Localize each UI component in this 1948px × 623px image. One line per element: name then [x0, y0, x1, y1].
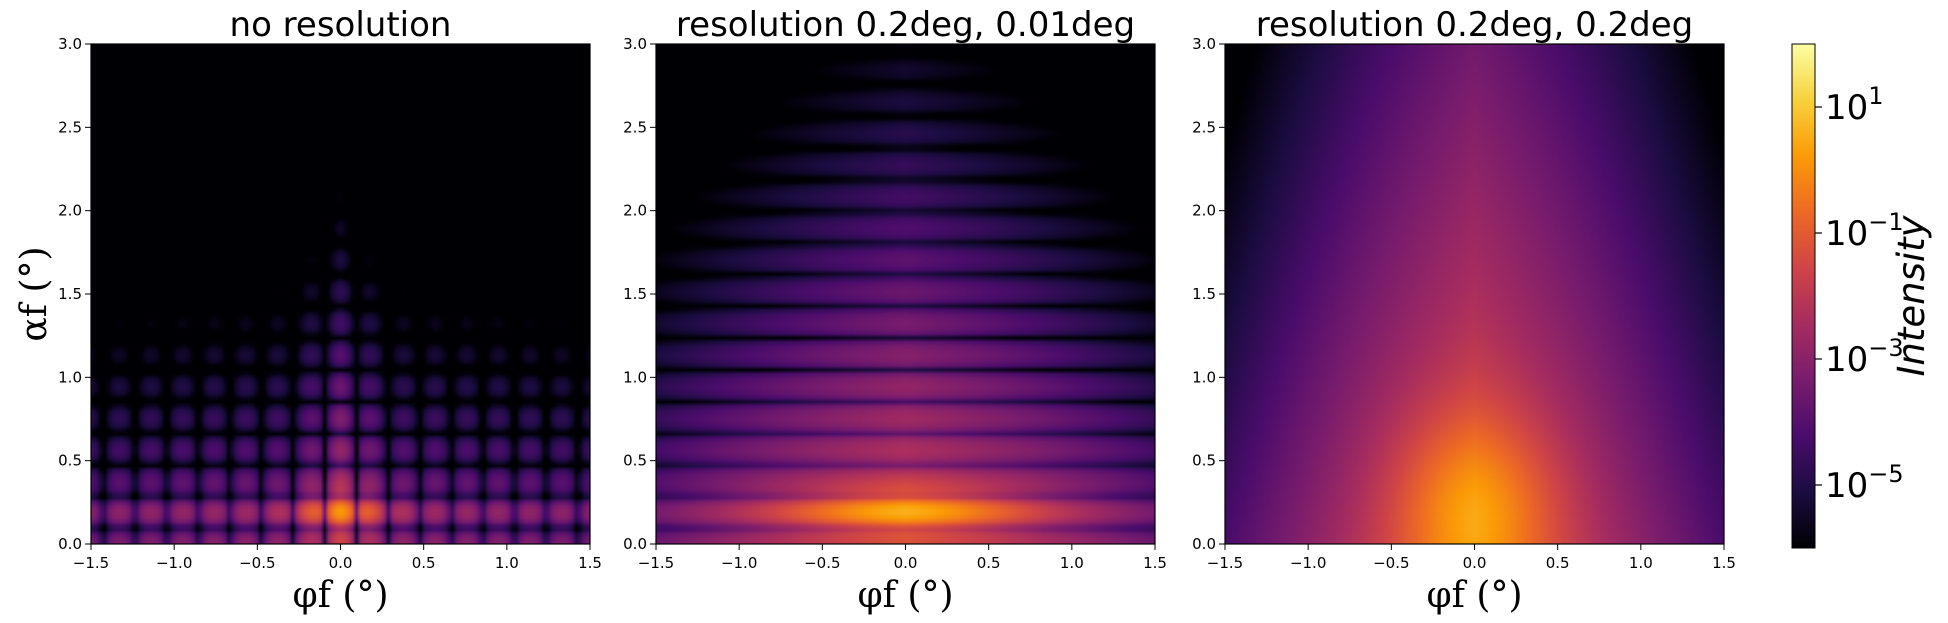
heatmap-panel-1: no resolution −1.5 −1.0 −0.5 0.0 0.5 1.0 1.5 0.0…	[14, 5, 602, 616]
y-tick-label: 1.0	[58, 368, 82, 386]
panel-title: resolution 0.2deg, 0.2deg	[1256, 5, 1694, 45]
x-axis-label: φf (°)	[1426, 575, 1522, 616]
x-tick-label: 0.5	[977, 554, 1001, 572]
x-tick-label: −0.5	[1373, 554, 1409, 572]
x-tick-label: 0.0	[1463, 554, 1487, 572]
panel-title: no resolution	[230, 5, 452, 45]
y-tick-label: 0.0	[1192, 535, 1216, 553]
colorbar-ticks: 10−5 10−3 10−1 101	[1815, 82, 1904, 506]
y-tick-label: 3.0	[623, 35, 647, 53]
x-tick-label: −1.0	[1290, 554, 1326, 572]
x-tick-label: 1.5	[1143, 554, 1167, 572]
colorbar-tick-label: 101	[1825, 82, 1884, 128]
y-tick-label: 2.0	[623, 202, 647, 220]
y-tick-label: 3.0	[58, 35, 82, 53]
x-tick-label: 1.0	[495, 554, 519, 572]
heatmap-panel-2: resolution 0.2deg, 0.01deg −1.5 −1.0 −0.5 0.…	[623, 5, 1167, 616]
y-tick-label: 0.5	[623, 452, 647, 470]
x-tick-label: −1.5	[73, 554, 109, 572]
colorbar-tick-label: 10−3	[1825, 334, 1904, 380]
x-tick-label: 1.0	[1629, 554, 1653, 572]
x-tick-label: 0.0	[329, 554, 353, 572]
colorbar-tick-label: 10−5	[1825, 460, 1904, 506]
y-tick-label: 2.0	[58, 202, 82, 220]
y-tick-label: 2.0	[1192, 202, 1216, 220]
x-tick-label: 0.5	[1546, 554, 1570, 572]
y-tick-label: 2.5	[1192, 118, 1216, 136]
x-tick-label: −0.5	[239, 554, 275, 572]
y-tick-label: 3.0	[1192, 35, 1216, 53]
y-tick-label: 2.5	[58, 118, 82, 136]
y-tick-label: 1.5	[623, 285, 647, 303]
colorbar: 10−5 10−3 10−1 101 Intensity	[1791, 43, 1933, 549]
y-tick-label: 0.0	[623, 535, 647, 553]
colorbar-label: Intensity	[1890, 214, 1933, 376]
x-tick-label: −0.5	[804, 554, 840, 572]
y-tick-label: 0.5	[58, 452, 82, 470]
y-tick-label: 1.5	[58, 285, 82, 303]
x-tick-label: −1.5	[638, 554, 674, 572]
x-axis-label: φf (°)	[292, 575, 388, 616]
x-axis-label: φf (°)	[857, 575, 953, 616]
colorbar-tick-label: 10−1	[1825, 208, 1904, 254]
heatmap-image	[656, 44, 1155, 544]
y-tick-label: 2.5	[623, 118, 647, 136]
x-tick-label: −1.5	[1207, 554, 1243, 572]
x-tick-label: −1.0	[156, 554, 192, 572]
x-tick-label: −1.0	[721, 554, 757, 572]
heatmap-image	[1225, 44, 1724, 544]
colorbar-gradient	[1791, 43, 1816, 549]
x-tick-label: 1.5	[1712, 554, 1736, 572]
x-tick-label: 0.5	[412, 554, 436, 572]
panel-title: resolution 0.2deg, 0.01deg	[676, 5, 1135, 45]
y-tick-label: 1.0	[623, 368, 647, 386]
y-tick-label: 1.0	[1192, 368, 1216, 386]
x-tick-label: 1.5	[578, 554, 602, 572]
x-tick-label: 1.0	[1060, 554, 1084, 572]
heatmap-panel-3: resolution 0.2deg, 0.2deg −1.5 −1.0 −0.5 0.0…	[1192, 5, 1736, 616]
y-tick-label: 0.5	[1192, 452, 1216, 470]
heatmap-image	[91, 44, 590, 544]
y-axis-label: αf (°)	[14, 246, 55, 341]
heatmap-panels: no resolution −1.5 −1.0 −0.5 0.0 0.5 1.0 1.5 0.0…	[14, 5, 1736, 616]
y-tick-label: 1.5	[1192, 285, 1216, 303]
y-tick-label: 0.0	[58, 535, 82, 553]
x-tick-label: 0.0	[894, 554, 918, 572]
